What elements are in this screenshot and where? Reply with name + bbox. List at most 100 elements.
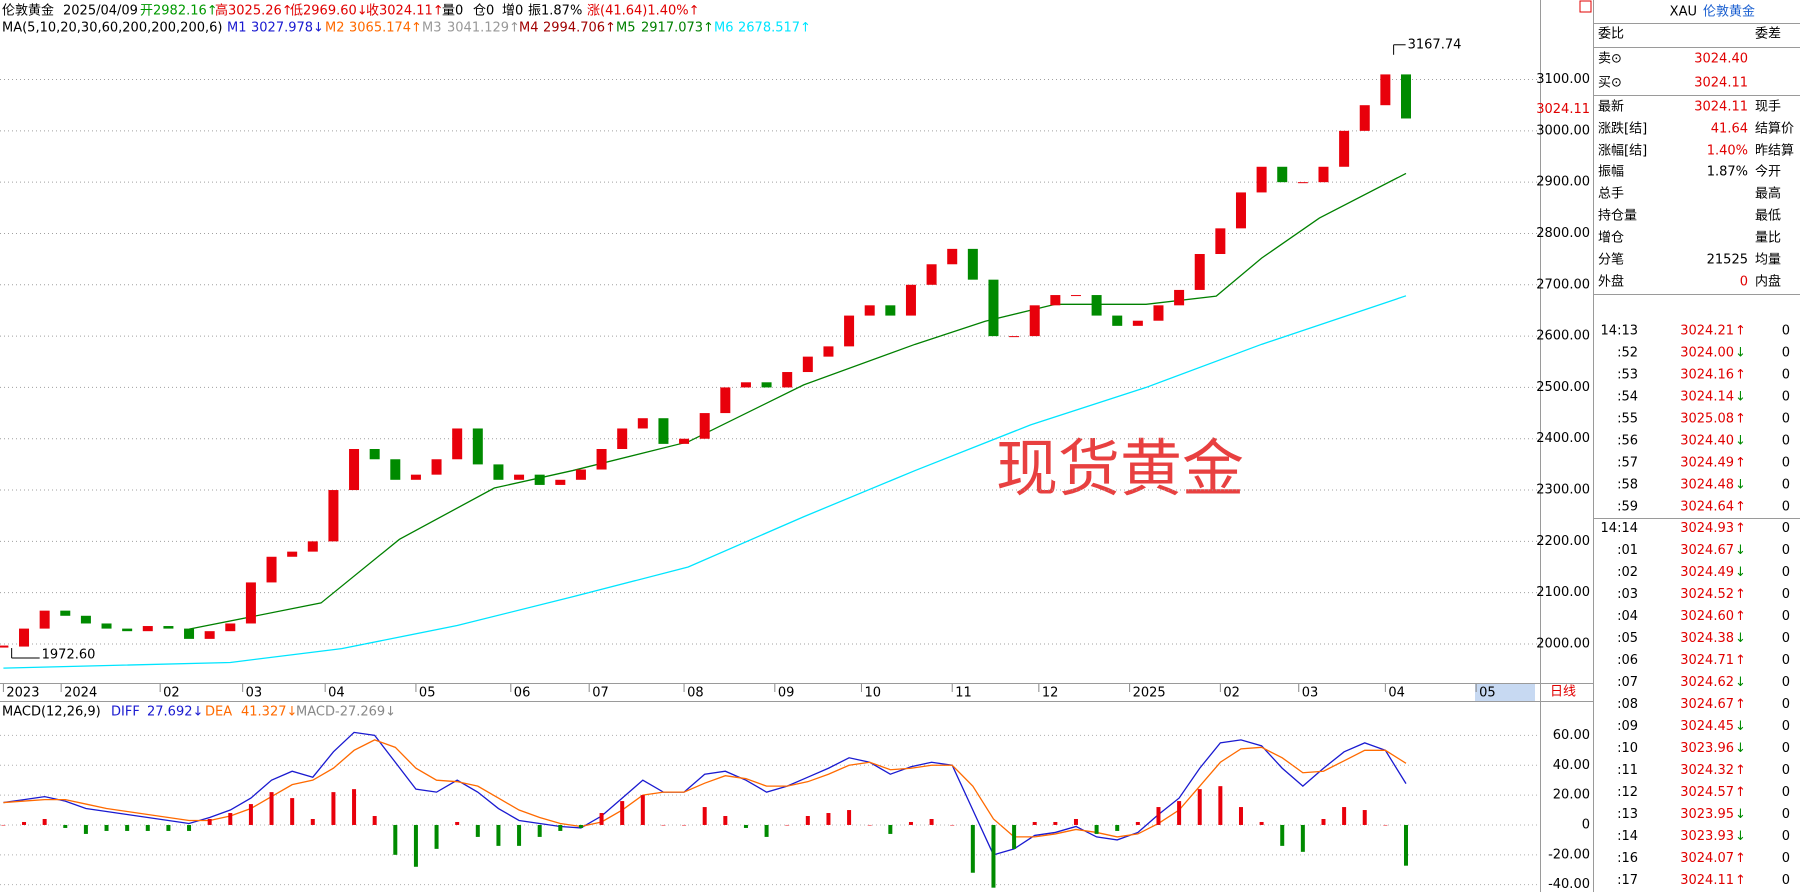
macd-bar bbox=[413, 824, 418, 867]
candle bbox=[390, 459, 401, 480]
tick-arrow: ↑ bbox=[1735, 499, 1746, 514]
tick-arrow: ↓ bbox=[1735, 477, 1746, 492]
tick-time: 14:13 bbox=[1601, 324, 1638, 339]
legend-name: M1 bbox=[227, 21, 247, 36]
quote-label: 卖⊙ bbox=[1598, 52, 1622, 67]
y-tick-label: 3000.00 bbox=[1536, 123, 1590, 138]
x-tick-label: 03 bbox=[1302, 686, 1319, 701]
period-label[interactable]: 日线 bbox=[1550, 685, 1576, 700]
candle bbox=[658, 418, 669, 444]
tick-price: 3024.16 bbox=[1680, 367, 1734, 382]
header-item: 低2969.60↓ bbox=[290, 4, 368, 19]
candle bbox=[204, 631, 215, 639]
macd-bar bbox=[702, 807, 707, 825]
macd-bar bbox=[723, 816, 728, 825]
candle bbox=[926, 264, 937, 285]
tick-price: 3024.11 bbox=[1680, 873, 1734, 888]
header-item: 振1.87% bbox=[528, 4, 582, 19]
tick-time: :09 bbox=[1617, 719, 1638, 734]
tick-time: :57 bbox=[1617, 455, 1638, 470]
tick-time: :12 bbox=[1617, 785, 1638, 800]
tick-volume: 0 bbox=[1782, 345, 1790, 360]
window-icon[interactable] bbox=[1579, 0, 1592, 13]
macd-bar bbox=[1197, 789, 1202, 825]
candle bbox=[596, 449, 607, 470]
tick-volume: 0 bbox=[1782, 565, 1790, 580]
quote-label: 分笔 bbox=[1598, 252, 1624, 268]
candle bbox=[761, 382, 772, 388]
candle bbox=[988, 279, 999, 337]
candle bbox=[575, 469, 586, 480]
tick-volume: 0 bbox=[1782, 873, 1790, 888]
tick-time: :52 bbox=[1617, 345, 1638, 360]
header-item: 量0 bbox=[442, 4, 463, 19]
candle bbox=[1400, 74, 1411, 119]
macd-bar bbox=[888, 824, 893, 834]
macd-bar bbox=[22, 821, 27, 825]
quote-label: 涨幅[结] bbox=[1598, 144, 1647, 159]
tick-price: 3024.71 bbox=[1680, 653, 1734, 668]
quote-label: 增仓 bbox=[1598, 231, 1624, 246]
macd-bar bbox=[352, 789, 357, 825]
tick-price: 3024.07 bbox=[1680, 851, 1734, 866]
x-tick-label: 2024 bbox=[64, 686, 97, 701]
macd-bar bbox=[393, 824, 398, 855]
macd-bar bbox=[1342, 807, 1347, 825]
watermark: 现货黄金 bbox=[996, 432, 1244, 505]
quote-right-label: 最低 bbox=[1755, 209, 1781, 224]
tick-time: :59 bbox=[1617, 499, 1638, 514]
macd-bar bbox=[269, 792, 274, 825]
macd-bar bbox=[83, 824, 88, 834]
macd-bar bbox=[1238, 807, 1243, 825]
candle bbox=[1359, 105, 1370, 131]
candle bbox=[844, 315, 855, 347]
candle bbox=[740, 382, 751, 388]
tick-arrow: ↓ bbox=[1735, 543, 1746, 558]
candle bbox=[19, 628, 30, 647]
quote-value: 3024.40 bbox=[1694, 52, 1748, 67]
tick-volume: 0 bbox=[1782, 477, 1790, 492]
candle bbox=[493, 464, 504, 480]
macd-bar bbox=[1053, 821, 1058, 825]
high-label: 3167.74 bbox=[1408, 37, 1462, 52]
macd-bar bbox=[661, 824, 666, 826]
tick-time: :13 bbox=[1617, 807, 1638, 822]
x-tick-label: 06 bbox=[514, 686, 531, 701]
candle bbox=[1256, 166, 1267, 193]
legend-value: 2994.706↑ bbox=[543, 21, 616, 36]
macd-bar bbox=[1073, 818, 1078, 825]
macd-bar bbox=[785, 824, 790, 826]
candle bbox=[349, 449, 360, 491]
macd-bar bbox=[1032, 821, 1037, 825]
x-tick-label: 02 bbox=[1223, 686, 1240, 701]
legend-value: 3027.978↓ bbox=[251, 21, 324, 36]
macd-bar bbox=[331, 792, 336, 825]
y-tick-label: 2400.00 bbox=[1536, 431, 1590, 446]
tick-price: 3024.45 bbox=[1680, 719, 1734, 734]
y-tick-label: 2700.00 bbox=[1536, 277, 1590, 292]
macd-bar bbox=[434, 824, 439, 849]
y-tick-label: 2800.00 bbox=[1536, 226, 1590, 241]
macd-line bbox=[3, 731, 1407, 856]
tick-volume: 0 bbox=[1782, 763, 1790, 778]
tick-time: :54 bbox=[1617, 389, 1638, 404]
tick-arrow: ↓ bbox=[1735, 741, 1746, 756]
legend-name: MACD bbox=[296, 705, 335, 720]
x-tick-label: 02 bbox=[163, 686, 180, 701]
macd-bar bbox=[1177, 801, 1182, 825]
tick-time: :14 bbox=[1617, 829, 1638, 844]
y-tick-label: 2900.00 bbox=[1536, 175, 1590, 190]
candle bbox=[287, 551, 298, 557]
tick-time: :10 bbox=[1617, 741, 1638, 756]
quote-right-label: 量比 bbox=[1755, 231, 1781, 246]
header-item: 高3025.26↑ bbox=[215, 3, 293, 19]
y-tick-label: -20.00 bbox=[1548, 847, 1590, 862]
quote-value: 3024.11 bbox=[1694, 100, 1748, 115]
candle bbox=[823, 346, 834, 357]
macd-bar bbox=[805, 816, 810, 825]
legend-name: M5 bbox=[616, 21, 636, 36]
tick-price: 3024.00 bbox=[1680, 345, 1734, 360]
header-item: 涨(41.64)1.40%↑ bbox=[587, 4, 700, 19]
x-tick-label: 05 bbox=[419, 686, 436, 701]
tick-volume: 0 bbox=[1782, 433, 1790, 448]
